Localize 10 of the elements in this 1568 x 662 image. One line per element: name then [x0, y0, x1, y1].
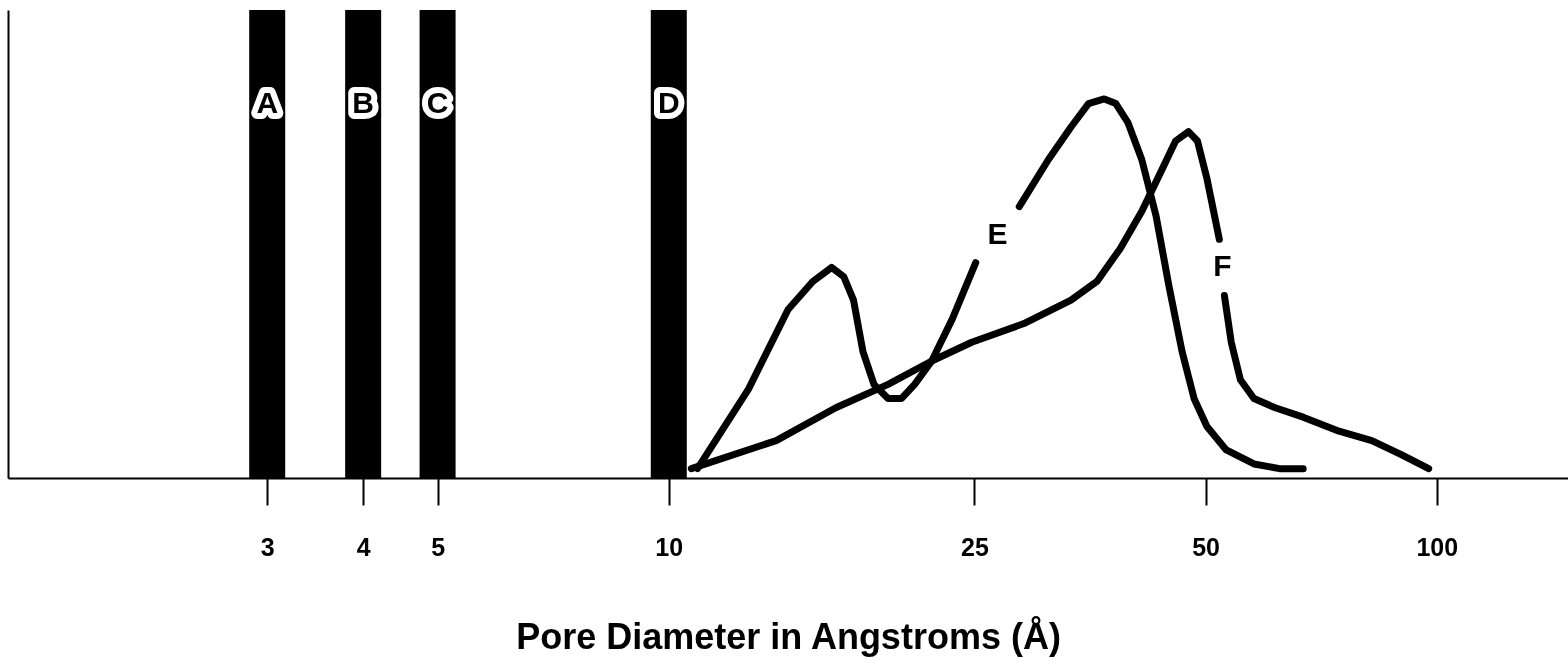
- series-label: F: [1213, 249, 1232, 283]
- x-tick-label: 25: [960, 532, 989, 561]
- x-tick-label: 50: [1192, 532, 1220, 561]
- series-label: E: [987, 216, 1008, 250]
- x-axis-title: Pore Diameter in Angstroms (Å): [516, 615, 1061, 657]
- x-tick-label: 3: [260, 532, 275, 561]
- x-tick-label: 10: [655, 532, 684, 561]
- x-tick-label: 4: [356, 532, 371, 561]
- x-tick-label: 5: [431, 532, 446, 561]
- x-tick-label: 100: [1416, 532, 1459, 561]
